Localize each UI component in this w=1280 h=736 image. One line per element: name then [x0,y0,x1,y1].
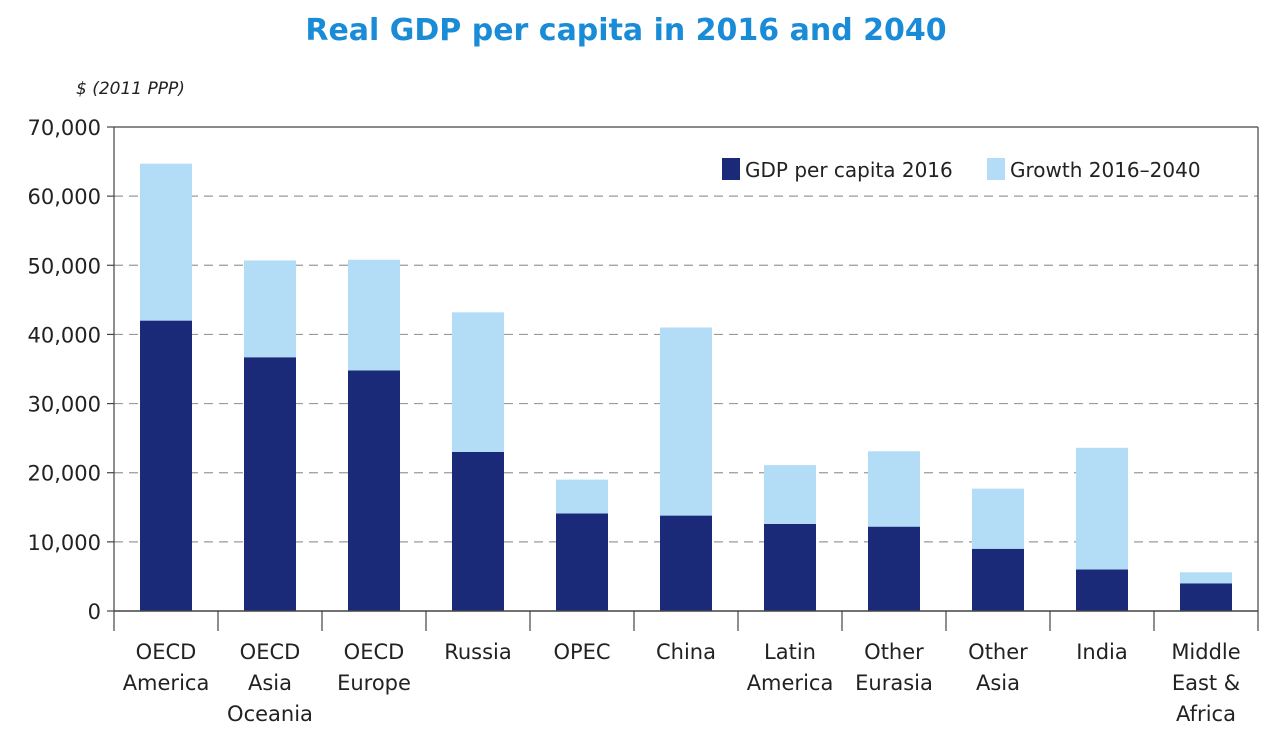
bar-growth-2016-2040 [1076,447,1128,570]
bar-gdp-2016 [660,515,712,611]
y-tick-label: 0 [88,600,101,624]
x-category-label: Latin America [747,640,834,695]
legend: GDP per capita 2016 Growth 2016–2040 [722,158,1201,182]
y-tick-label: 60,000 [28,185,101,209]
legend-label: Growth 2016–2040 [1010,158,1201,182]
x-category-label: Russia [444,640,512,664]
bar-gdp-2016 [244,357,296,611]
bar-gdp-2016 [556,513,608,611]
bar-growth-2016-2040 [868,451,920,527]
bar-gdp-2016 [868,526,920,611]
x-category-label: OECD Asia Oceania [227,640,313,726]
bars [140,163,1232,611]
x-category-labels: OECD America OECD Asia Oceania OECD Europe Russ… [123,640,1241,726]
bar-growth-2016-2040 [348,259,400,371]
bar-growth-2016-2040 [140,163,192,321]
y-tick-label: 20,000 [28,462,101,486]
x-category-label: OECD Europe [337,640,411,695]
y-tick-label: 50,000 [28,254,101,278]
x-category-label: Middle East & Africa [1171,640,1240,726]
bar-growth-2016-2040 [764,465,816,524]
bar-growth-2016-2040 [1180,572,1232,584]
legend-item-growth: Growth 2016–2040 [987,158,1201,182]
y-axis-unit-label: $ (2011 PPP) [76,79,185,99]
x-category-label: OPEC [553,640,610,664]
legend-swatch [987,158,1005,180]
y-tick-label: 30,000 [28,393,101,417]
y-tick-label: 40,000 [28,323,101,347]
legend-label: GDP per capita 2016 [745,158,953,182]
bar-growth-2016-2040 [244,260,296,358]
x-category-label: Other Eurasia [855,640,933,695]
bar-gdp-2016 [140,320,192,611]
bar-gdp-2016 [1180,583,1232,611]
bar-growth-2016-2040 [556,479,608,514]
chart-title: Real GDP per capita in 2016 and 2040 [305,13,946,48]
x-category-label: Other Asia [968,640,1028,695]
bar-gdp-2016 [452,451,504,611]
x-category-label: OECD America [123,640,210,695]
bar-growth-2016-2040 [660,327,712,516]
bar-growth-2016-2040 [452,312,504,452]
axes [107,126,1259,631]
bar-gdp-2016 [764,523,816,611]
legend-swatch [722,158,740,180]
legend-item-gdp-2016: GDP per capita 2016 [722,158,953,182]
bar-growth-2016-2040 [972,488,1024,549]
y-tick-label: 70,000 [28,116,101,140]
y-tick-labels: 0 10,000 20,000 30,000 40,000 50,000 60,000 70,… [28,116,101,624]
bar-gdp-2016 [972,548,1024,611]
bar-gdp-2016 [1076,569,1128,611]
y-tick-label: 10,000 [28,531,101,555]
x-category-label: China [656,640,716,664]
bar-gdp-2016 [348,370,400,611]
x-category-label: India [1076,640,1128,664]
